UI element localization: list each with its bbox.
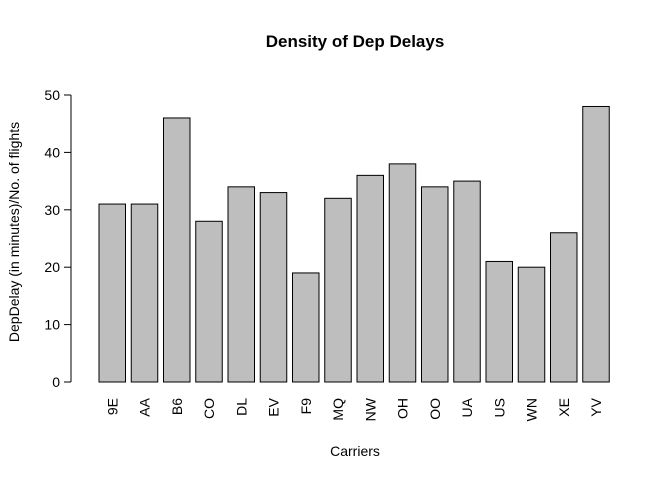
x-tick-label: AA [137,397,153,416]
x-tick-label: OO [427,398,443,420]
bar-b6 [163,117,191,383]
x-tick-label: F9 [298,398,314,415]
bar-yv [582,105,610,383]
chart-title: Density of Dep Delays [266,32,445,51]
bar-aa [130,203,159,383]
bar-f9 [292,272,320,383]
y-tick-label: 30 [44,202,60,218]
bar-mq [324,197,352,383]
x-tick-labels: 9E AA B6 CO DL EV F9 MQ NW OH OO UA US WN XE YV [104,397,604,421]
bars [98,105,610,383]
x-tick-label: YV [588,397,604,416]
x-tick-label: DL [233,398,249,416]
x-tick-label: XE [556,398,572,417]
x-tick-label: OH [395,398,411,419]
bar-us [485,260,513,383]
x-tick-label: NW [362,397,378,421]
x-tick-label: UA [459,397,475,417]
bar-ua [453,180,481,383]
y-tick-label: 40 [44,144,60,160]
bar-ev [259,192,288,383]
x-tick-label: US [491,398,507,417]
y-tick-label: 10 [44,317,60,333]
bar-co [195,220,223,383]
bar-wn [517,266,546,383]
bar-oo [421,186,449,383]
y-axis-label: DepDelay (in minutes)/No. of flights [6,122,22,342]
x-tick-label: CO [201,398,217,419]
y-tick-label: 20 [44,259,60,275]
x-tick-label: 9E [104,398,120,415]
x-tick-label: WN [524,398,540,421]
x-tick-label: B6 [169,398,185,415]
y-tick-label: 50 [44,87,60,103]
bar-9e [98,203,126,383]
x-tick-label: MQ [330,398,346,421]
bar-nw [356,174,384,383]
bar-xe [550,232,578,383]
bar-dl [227,186,255,383]
y-tick-label: 0 [52,374,60,390]
y-axis: 0 10 20 30 40 50 [44,87,72,390]
x-tick-label: EV [266,397,282,416]
x-axis-label: Carriers [330,443,380,459]
bar-oh [388,163,417,383]
